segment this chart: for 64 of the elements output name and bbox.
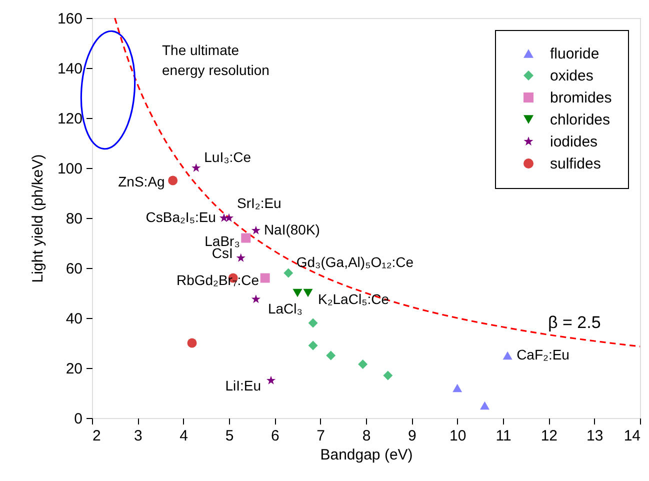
x-tick-label: 11: [496, 428, 512, 444]
annotation: LaCl₃: [268, 300, 302, 316]
x-tick-label: 9: [408, 428, 416, 444]
y-tick-label: 160: [57, 10, 82, 28]
annotation: SrI₂:Eu: [237, 195, 282, 211]
legend-label: bromides: [550, 90, 612, 106]
legend-label: oxides: [550, 68, 594, 84]
x-tick-label: 4: [180, 428, 188, 444]
legend-label: iodides: [550, 134, 598, 150]
annotation: K₂LaCl₅:Ce: [318, 291, 390, 307]
point: [260, 273, 270, 283]
y-axis-title: Light yield (ph/keV): [29, 154, 46, 283]
point: [383, 370, 393, 380]
annotation: CsBa₂I₅:Eu: [146, 209, 216, 225]
point: [187, 338, 197, 348]
x-tick-label: 5: [225, 428, 234, 444]
x-tick-label: 6: [270, 428, 280, 444]
point: [326, 350, 336, 360]
legend-label: fluoride: [550, 46, 600, 62]
x-tick-label: 13: [586, 428, 604, 444]
point: [241, 233, 251, 243]
y-tick-label: 120: [57, 110, 82, 128]
y-tick-label: 80: [66, 210, 82, 228]
point: [284, 268, 294, 278]
point: [266, 376, 276, 384]
x-tick-label: 12: [540, 428, 558, 444]
annotation: RbGd₂Br₇:Ce: [176, 272, 260, 288]
point: [292, 288, 302, 298]
point: [308, 340, 318, 350]
y-tick-label: 0: [74, 410, 82, 428]
annotation: LuI₃:Ce: [204, 149, 252, 165]
annotation: CaF₂:Eu: [516, 346, 570, 362]
point: [251, 294, 260, 304]
legend-label: chlorides: [550, 112, 610, 128]
annotation: ZnS:Ag: [118, 174, 165, 190]
x-tick-label: 2: [92, 428, 101, 444]
point: [251, 226, 260, 234]
point: [502, 351, 512, 360]
x-tick-label: 3: [134, 428, 142, 444]
point: [192, 163, 201, 172]
line-series: [114, 18, 640, 348]
legend-label: sulfides: [550, 156, 601, 172]
annotation: LiI:Eu: [225, 378, 262, 394]
point: [168, 176, 178, 186]
y-tick-label: 40: [66, 310, 82, 328]
x-tick-label: 14: [624, 428, 640, 444]
point: [308, 318, 318, 328]
point: [480, 401, 490, 410]
x-tick-label: 7: [316, 428, 326, 444]
annotation: Gd₃(Ga,Al)₅O₁₂:Ce: [296, 254, 414, 270]
x-axis-title: Bandgap (eV): [320, 446, 413, 464]
x-tick-label: 8: [362, 428, 371, 444]
y-tick-label: 100: [57, 160, 82, 178]
y-tick-label: 20: [66, 360, 82, 378]
annotation: β = 2.5: [548, 313, 601, 332]
x-tick-label: 10: [449, 428, 466, 444]
y-tick-label: 60: [66, 260, 82, 278]
y-tick-label: 140: [57, 60, 82, 78]
point: [452, 384, 462, 392]
annotation: NaI(80K): [264, 222, 320, 238]
point: [358, 360, 368, 369]
point: [236, 253, 246, 262]
annotation: The ultimate energy resolution: [162, 42, 270, 78]
point: [303, 288, 313, 298]
